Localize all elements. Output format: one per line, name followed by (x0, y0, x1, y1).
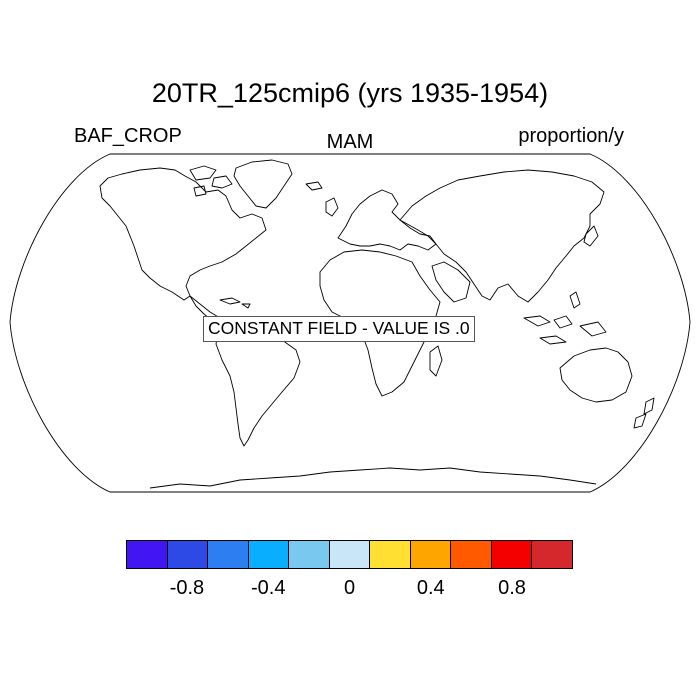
colorbar-cell (208, 541, 249, 568)
colorbar-cell (532, 541, 573, 568)
colorbar (126, 540, 573, 569)
map-border (9, 153, 691, 493)
colorbar-tick-label: 0.4 (416, 577, 445, 599)
colorbar-tick-label: -0.4 (250, 577, 286, 599)
units-label: proportion/y (518, 125, 624, 147)
colorbar-cell (127, 541, 168, 568)
colorbar-tick-label: 0 (343, 577, 356, 599)
australia-coast (559, 347, 633, 403)
colorbar-cell (451, 541, 492, 568)
colorbar-cell (410, 541, 452, 568)
europe-coast (337, 189, 437, 251)
asia-coast (399, 169, 605, 303)
season-label: MAM (326, 131, 374, 153)
greenland-coast (233, 159, 293, 209)
colorbar-cell (370, 541, 411, 568)
constant-field-notice: CONSTANT FIELD - VALUE IS .0 (203, 316, 475, 342)
map-title: 20TR_125cmip6 (yrs 1935-1954) (151, 78, 549, 108)
colorbar-cell (289, 541, 330, 568)
colorbar-tick-label: 0.8 (498, 577, 526, 599)
colorbar-cell (167, 541, 209, 568)
colorbar-cell (329, 541, 371, 568)
colorbar-cell (248, 541, 290, 568)
colorbar-cell (491, 541, 533, 568)
colorbar-tick-label: -0.8 (169, 577, 205, 599)
antarctica-coast (149, 467, 597, 489)
north-america-coast (99, 167, 267, 301)
variable-label: BAF_CROP (74, 125, 182, 147)
